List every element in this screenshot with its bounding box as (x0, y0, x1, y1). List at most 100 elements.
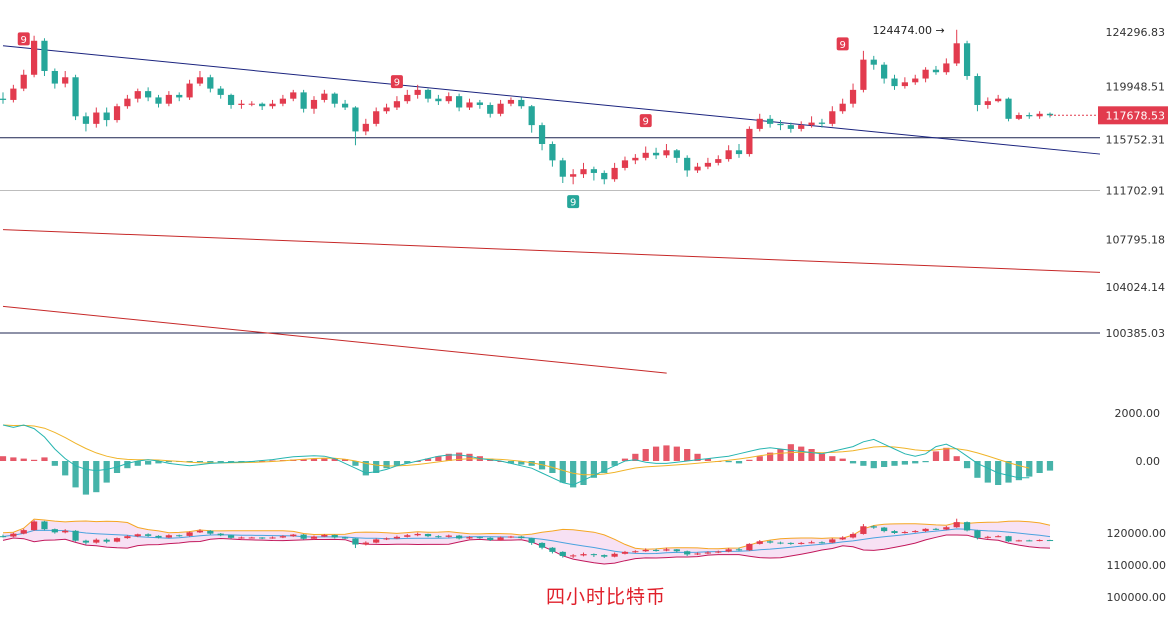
mini-candle-body (145, 534, 152, 536)
macd-histogram-bar (953, 456, 960, 461)
mini-candle-body (829, 539, 836, 543)
bollinger-upper-line (2, 518, 1051, 550)
candle-body (404, 94, 411, 102)
macd-signal-line (2, 424, 1030, 476)
candle-body (310, 99, 318, 109)
candle-body (549, 143, 556, 161)
candle-body (684, 157, 691, 171)
macd-histogram-bar (580, 461, 587, 485)
mini-candle-body (704, 552, 712, 554)
candle-body (798, 125, 805, 129)
macd-histogram-bar (818, 453, 826, 461)
mini-candle-body (580, 554, 587, 556)
candle-body (259, 103, 266, 107)
mini-candle-body (20, 530, 27, 534)
candle-body (269, 103, 276, 107)
candle-body (321, 93, 328, 100)
candle-body (352, 107, 359, 132)
mini-candle-body (746, 543, 753, 551)
candle-body (829, 111, 836, 124)
mini-candle-body (1015, 540, 1023, 542)
macd-histogram-bar (165, 461, 172, 463)
candle-body (155, 97, 162, 104)
macd-histogram-bar (10, 457, 17, 461)
macd-histogram-bar (570, 461, 577, 488)
bollinger-lower-line (2, 534, 1051, 565)
mini-candle-body (331, 534, 338, 538)
mini-candle-body (217, 533, 224, 536)
td-marker-label: 9 (839, 40, 845, 51)
candle-body (963, 43, 971, 77)
candle-body (818, 122, 826, 124)
candle-body (808, 122, 815, 126)
macd-histogram-bar (632, 453, 639, 461)
candle-body (663, 150, 670, 156)
mini-candle-body (445, 535, 452, 537)
candle-body (590, 169, 597, 173)
macd-histogram-bar (93, 461, 100, 493)
mini-candle-body (922, 528, 929, 532)
candle-body (103, 112, 110, 121)
mini-candle-body (663, 549, 670, 551)
candles (0, 29, 1054, 185)
candle-body (248, 103, 255, 105)
macd-tick-label: 2000.00 (1115, 407, 1161, 420)
candle-body (30, 40, 38, 75)
td-marker-label: 9 (643, 117, 649, 128)
mini-candle-body (777, 542, 784, 544)
mini-candle-body (10, 533, 17, 537)
macd-histogram-bar (30, 459, 38, 461)
macd-histogram-bar (1046, 461, 1054, 471)
macd-histogram-bar (798, 446, 805, 461)
mini-candle-body (466, 537, 473, 539)
macd-histogram-bar (456, 452, 463, 461)
macd-histogram-bar (383, 461, 390, 469)
candle-body (715, 159, 722, 163)
macd-histogram-bar (1036, 461, 1043, 473)
candle-body (10, 88, 17, 100)
mini-candle-body (590, 554, 597, 556)
macd-histogram-bar (590, 461, 597, 478)
macd-histogram-bar (642, 449, 649, 461)
macd-histogram-bar (62, 461, 69, 476)
mini-candle-body (995, 536, 1002, 538)
macd-histogram-bar (352, 461, 359, 466)
macd-histogram-bar (1026, 461, 1033, 477)
mini-candle-body (507, 536, 515, 538)
candle-body (393, 101, 401, 108)
candle-body (145, 91, 152, 98)
candle-body (953, 43, 960, 64)
mini-candle-body (176, 535, 183, 537)
mini-candle-body (414, 533, 421, 536)
mini-candle-body (953, 522, 960, 528)
candle-body (673, 150, 680, 158)
mini-candle-body (300, 534, 307, 539)
mini-candle-body (642, 549, 649, 552)
td-marker-badge (17, 32, 30, 46)
candle-body (922, 69, 929, 79)
macd-histogram-bar (393, 461, 401, 466)
mini-candle-body (881, 527, 888, 532)
mini-candle-body (51, 529, 58, 533)
macd-histogram-bar (1005, 461, 1012, 483)
macd-histogram-bar (694, 453, 701, 461)
mini-candle-body (456, 535, 463, 539)
mini-candle-body (849, 533, 857, 538)
mini-candle-body (632, 551, 639, 553)
trendline (2, 305, 667, 374)
mini-candle-body (963, 522, 971, 531)
mini-candle-body (393, 536, 401, 539)
candle-body (766, 118, 774, 124)
candle-body (746, 128, 753, 155)
chart-caption: 四小时比特币 (546, 586, 667, 608)
candle-body (528, 106, 535, 126)
candle-body (704, 162, 712, 167)
mini-candle-body (207, 530, 214, 534)
mini-candle-body (559, 551, 566, 557)
mini-candle-body (72, 530, 79, 541)
mini-candle-body (310, 536, 318, 539)
mini-candle-body (549, 547, 556, 552)
bollinger-middle-line (2, 528, 1051, 555)
y-axis: 124296.83 119948.51 115752.31 111702.91 1077… (1050, 0, 1168, 623)
candle-body (995, 98, 1002, 102)
